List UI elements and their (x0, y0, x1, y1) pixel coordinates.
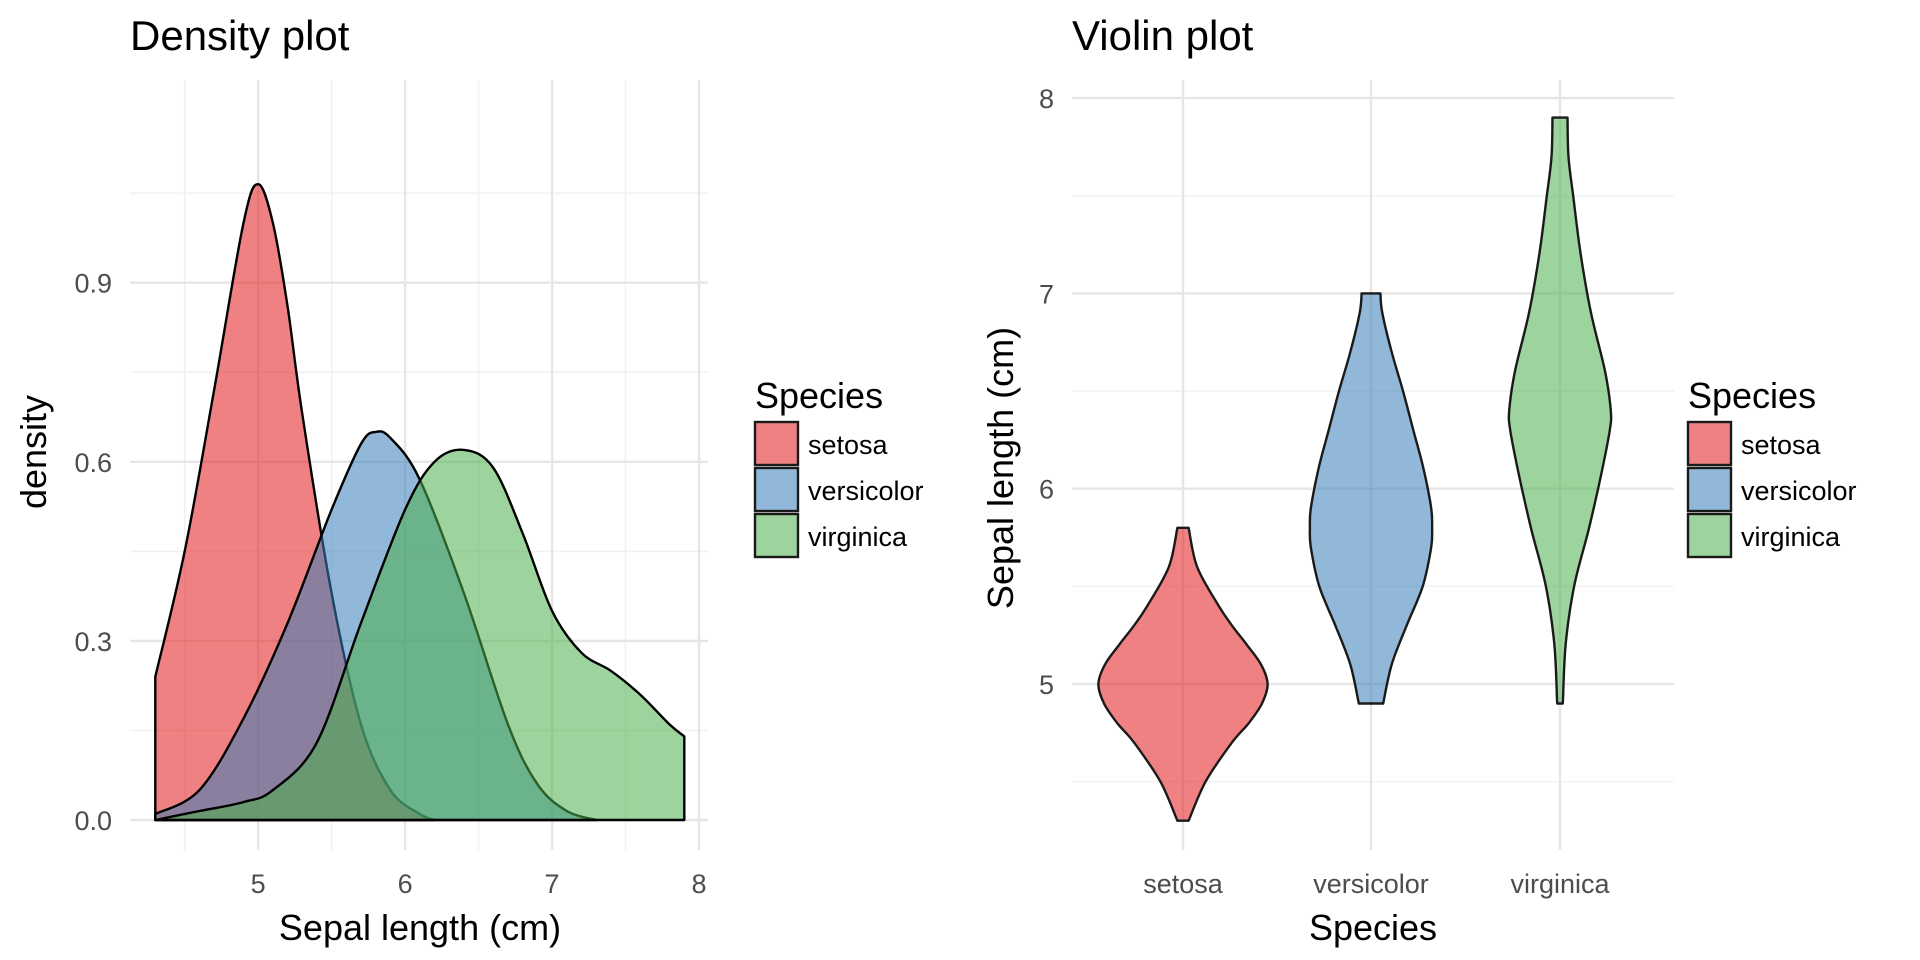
density-y-ticks: 0.0 0.3 0.6 0.9 (74, 269, 112, 836)
density-x-tick-label: 8 (691, 869, 706, 899)
violin-virginica (1507, 116, 1613, 705)
density-y-tick-label: 0.3 (74, 627, 112, 657)
density-title: Density plot (130, 12, 350, 59)
violin-x-tick-label: setosa (1143, 869, 1224, 899)
density-y-tick-label: 0.6 (74, 448, 112, 478)
density-y-axis-title: density (13, 395, 54, 509)
violins (1097, 116, 1613, 822)
violin-setosa (1097, 526, 1269, 822)
legend-label-versicolor: versicolor (1741, 476, 1857, 506)
violin-x-tick-label: versicolor (1313, 869, 1429, 899)
violin-versicolor (1308, 292, 1434, 705)
violin-title: Violin plot (1072, 12, 1254, 59)
density-area-virginica (154, 448, 686, 822)
legend-key-versicolor (753, 466, 800, 513)
violin-x-tick-label: virginica (1510, 869, 1610, 899)
legend-label-setosa: setosa (808, 430, 889, 460)
violin-y-tick-label: 8 (1039, 84, 1054, 114)
violin-y-axis-title: Sepal length (cm) (980, 327, 1021, 609)
violin-x-axis-title: Species (1309, 907, 1437, 948)
violin-y-tick-label: 5 (1039, 670, 1054, 700)
density-x-axis-title: Sepal length (cm) (279, 907, 561, 948)
legend-label-versicolor: versicolor (808, 476, 924, 506)
density-legend-title: Species (755, 375, 883, 416)
violin-legend-title: Species (1688, 375, 1816, 416)
legend-label-virginica: virginica (808, 522, 908, 552)
density-areas (154, 183, 686, 822)
density-x-tick-label: 6 (398, 869, 413, 899)
legend-label-setosa: setosa (1741, 430, 1822, 460)
violin-x-ticks: setosa versicolor virginica (1143, 869, 1610, 899)
violin-y-tick-label: 6 (1039, 475, 1054, 505)
density-y-tick-label: 0.0 (74, 806, 112, 836)
density-x-ticks: 5 6 7 8 (251, 869, 707, 899)
density-legend: Species setosa versicolor virginica (753, 375, 924, 559)
density-y-tick-label: 0.9 (74, 269, 112, 299)
legend-key-versicolor (1686, 466, 1733, 513)
legend-key-virginica (753, 512, 800, 559)
legend-key-setosa (1686, 420, 1733, 467)
density-x-tick-label: 5 (251, 869, 266, 899)
violin-legend: Species setosa versicolor virginica (1686, 375, 1857, 559)
violin-y-tick-label: 7 (1039, 279, 1054, 309)
legend-key-setosa (753, 420, 800, 467)
legend-label-virginica: virginica (1741, 522, 1841, 552)
legend-key-virginica (1686, 512, 1733, 559)
density-x-tick-label: 7 (545, 869, 560, 899)
violin-y-ticks: 5 6 7 8 (1039, 84, 1054, 700)
